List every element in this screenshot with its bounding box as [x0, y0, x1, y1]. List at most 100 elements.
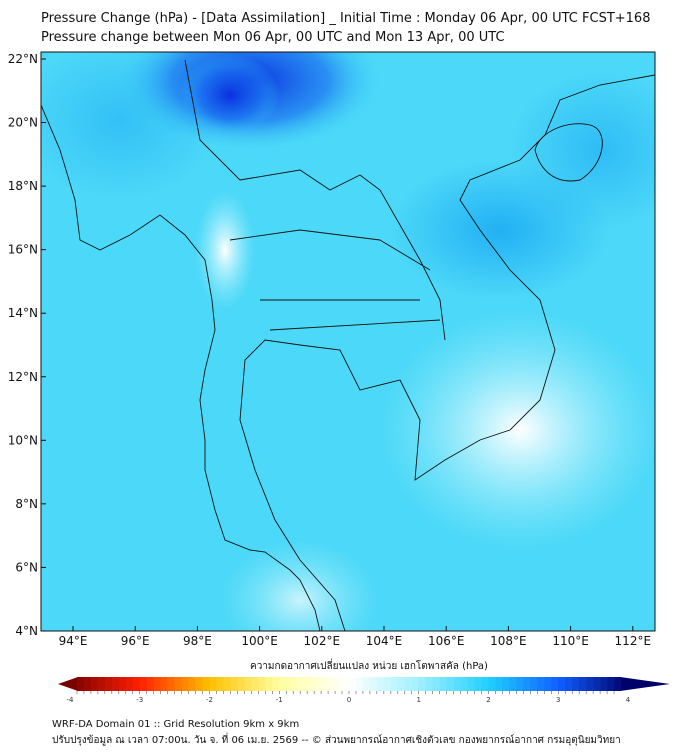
colorbar-segment	[516, 677, 524, 691]
colorbar-segment	[104, 677, 113, 691]
colorbar-segment	[160, 677, 168, 691]
lat-label: 22°N	[8, 52, 38, 66]
colorbar-segment	[509, 677, 517, 691]
colorbar-segment	[139, 677, 148, 691]
colorbar-segment	[404, 677, 413, 691]
pressure-change-map: 94°E 96°E 98°E 100°E 102°E 104°E 106°E 108°E 110…	[8, 51, 656, 648]
colorbar-segment	[167, 677, 175, 691]
lon-label: 100°E	[241, 634, 278, 648]
colorbar-segment	[216, 677, 224, 691]
colorbar-segment	[600, 677, 608, 691]
colorbar-segment	[411, 677, 420, 691]
colorbar-segment	[495, 677, 503, 691]
colorbar-segment	[530, 677, 538, 691]
colorbar-segment	[174, 677, 182, 691]
colorbar-segment	[188, 677, 196, 691]
colorbar-segment	[607, 677, 615, 691]
lat-label: 20°N	[8, 116, 38, 130]
lat-label: 8°N	[15, 497, 38, 511]
colorbar-segment	[125, 677, 134, 691]
colorbar-segment	[481, 677, 489, 691]
colorbar-segment	[544, 677, 552, 691]
colorbar-segment	[558, 677, 566, 691]
colorbar-segment	[335, 677, 343, 691]
colorbar-tick-label: 2	[486, 696, 490, 704]
colorbar-segment	[153, 677, 161, 691]
colorbar-segment	[279, 677, 287, 691]
lon-label: 112°E	[615, 634, 652, 648]
colorbar-segment	[307, 677, 315, 691]
colorbar-segment	[502, 677, 510, 691]
colorbar-segment	[439, 677, 447, 691]
lon-label: 96°E	[121, 634, 150, 648]
colorbar-segment	[460, 677, 468, 691]
colorbar-tick-label: -2	[206, 696, 213, 704]
map-frame	[40, 51, 656, 632]
colorbar-segment	[76, 677, 85, 691]
colorbar-segment	[321, 677, 329, 691]
colorbar-segment	[376, 677, 385, 691]
colorbar-segment	[425, 677, 433, 691]
colorbar-segment	[390, 677, 399, 691]
colorbar-segment	[251, 677, 259, 691]
lat-label: 12°N	[8, 370, 38, 384]
colorbar-segment	[369, 677, 378, 691]
colorbar-segment	[418, 677, 427, 691]
colorbar-segment	[397, 677, 406, 691]
lon-label: 104°E	[366, 634, 403, 648]
lon-label: 110°E	[552, 634, 589, 648]
colorbar-segment	[258, 677, 266, 691]
lon-label: 108°E	[490, 634, 527, 648]
lat-label: 16°N	[8, 243, 38, 257]
colorbar-segment	[209, 677, 217, 691]
colorbar-tick-label: -3	[136, 696, 143, 704]
colorbar-segment	[432, 677, 440, 691]
colorbar-segment	[579, 677, 587, 691]
colorbar-segment	[355, 677, 364, 691]
colorbar-tick-label: 3	[556, 696, 560, 704]
footer-update-info: ปรับปรุงข้อมูล ณ เวลา 07:00น. วัน จ. ที่…	[52, 735, 621, 746]
colorbar-segment	[383, 677, 392, 691]
colorbar-tick-label: 0	[347, 696, 351, 704]
lon-label: 98°E	[183, 634, 212, 648]
lat-label: 10°N	[8, 433, 38, 447]
lat-label: 4°N	[15, 624, 38, 638]
colorbar-segment	[342, 677, 350, 691]
coastlines	[41, 59, 655, 631]
colorbar-segment	[565, 677, 573, 691]
colorbar-segment	[293, 677, 301, 691]
footer-model-info: WRF-DA Domain 01 :: Grid Resolution 9km …	[52, 719, 300, 730]
colorbar-segment	[146, 677, 154, 691]
colorbar-segment	[181, 677, 189, 691]
colorbar-segment	[244, 677, 252, 691]
colorbar-segment	[132, 677, 141, 691]
colorbar-segment	[453, 677, 461, 691]
lon-label: 106°E	[428, 634, 465, 648]
colorbar-segment	[83, 677, 92, 691]
lon-label: 94°E	[59, 634, 88, 648]
colorbar-segment	[551, 677, 559, 691]
map-subtitle: Pressure change between Mon 06 Apr, 00 U…	[41, 30, 505, 45]
colorbar-segment	[97, 677, 106, 691]
map-title: Pressure Change (hPa) - [Data Assimilati…	[41, 11, 651, 26]
field-shading	[41, 52, 655, 631]
colorbar-segment	[572, 677, 580, 691]
colorbar-segment	[328, 677, 336, 691]
colorbar-segment	[111, 677, 120, 691]
colorbar-segment	[349, 677, 357, 691]
lat-label: 6°N	[15, 560, 38, 574]
colorbar-segment	[202, 677, 210, 691]
lat-label: 18°N	[8, 179, 38, 193]
colorbar-segment	[593, 677, 601, 691]
colorbar-segment	[272, 677, 280, 691]
colorbar-segment	[223, 677, 231, 691]
colorbar-min-arrow	[58, 677, 78, 691]
colorbar-label: ความกดอากาศเปลี่ยนแปลง หน่วย เฮกโตพาสคัล…	[250, 661, 488, 672]
colorbar-segment	[118, 677, 127, 691]
colorbar-tick-label: -4	[67, 696, 75, 704]
colorbar-segment	[474, 677, 482, 691]
colorbar-segment	[614, 677, 622, 691]
colorbar-segment	[195, 677, 203, 691]
colorbar-segment	[586, 677, 594, 691]
colorbar-segment	[286, 677, 294, 691]
